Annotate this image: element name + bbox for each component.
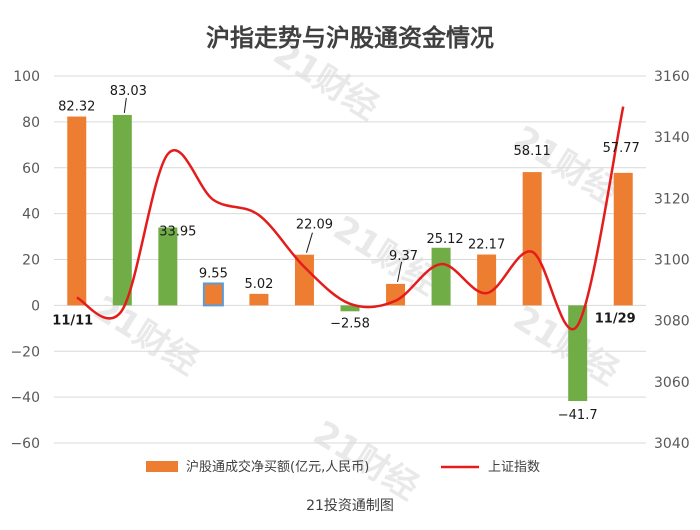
bar-value-label: 25.12 [426,232,463,247]
bar-value-label: 33.95 [159,225,196,240]
label-leader [397,261,403,282]
bar [112,114,132,306]
bar [613,172,633,306]
bar-value-label: −41.7 [558,408,598,423]
y-tick-label: −60 [10,436,40,452]
y-tick-label: 100 [13,69,40,85]
bar [294,254,314,306]
bar [522,172,542,306]
bar [67,116,87,306]
bar [477,254,497,306]
bar-value-label: 9.55 [199,266,228,281]
bar-value-label: 82.32 [58,100,95,115]
y2-tick-label: 3120 [654,191,690,207]
y-tick-label: −40 [10,390,40,406]
bar [249,293,269,306]
y-tick-label: 0 [31,298,40,314]
bar-value-label: 58.11 [514,144,551,159]
watermark-3: 21财经 [86,288,205,383]
y2-tick-label: 3040 [654,436,690,452]
label-leader [123,97,127,113]
watermark-2: 21财经 [326,208,445,303]
y-tick-label: 20 [22,253,40,269]
bar-value-label: 57.77 [603,141,640,156]
y-tick-label: 60 [22,161,40,177]
y-tick-label: 80 [22,115,40,131]
data-labels: 82.32 83.03 33.95 9.55 5.02 22.09 −2.58 9.37 25.… [52,84,640,423]
bar [568,305,588,402]
y2-tick-label: 3160 [654,69,690,85]
bar-value-label: 83.03 [110,84,147,99]
y2-tick-label: 3140 [654,130,690,146]
index-line [76,106,625,331]
gridlines [54,75,646,444]
bar [431,247,451,306]
source-note: 21投资通制图 [306,498,394,514]
bar-value-label: −2.58 [330,316,370,331]
x-tick-label-last: 11/29 [595,311,636,326]
bar-value-label: 5.02 [244,277,273,292]
y-tick-label: −20 [10,344,40,360]
legend-label-bar: 沪股通成交净买额(亿元,人民币) [186,459,369,475]
bar-value-label: 9.37 [389,249,418,264]
bar-value-label: 22.09 [296,218,333,233]
y-axis-right: 3160 3140 3120 3100 3080 3060 3040 [654,69,690,452]
legend-label-line: 上证指数 [488,460,540,475]
bar-value-label: 22.17 [468,238,505,253]
label-leader [305,232,313,253]
bar [340,305,360,312]
y2-tick-label: 3100 [654,253,690,269]
y-tick-label: 40 [22,207,40,223]
line-series [76,106,625,331]
y2-tick-label: 3080 [654,314,690,330]
y2-tick-label: 3060 [654,375,690,391]
y-axis-left: 100 80 60 40 20 0 −20 −40 −60 [10,69,40,452]
chart-title: 沪指走势与沪股通资金情况 [206,24,494,52]
legend-swatch-bar [146,461,178,472]
bar [202,282,224,307]
legend: 沪股通成交净买额(亿元,人民币) 上证指数 [146,459,540,475]
x-tick-label-first: 11/11 [52,313,93,328]
bar-series [67,114,633,402]
bar [386,283,406,306]
bar [158,227,178,306]
